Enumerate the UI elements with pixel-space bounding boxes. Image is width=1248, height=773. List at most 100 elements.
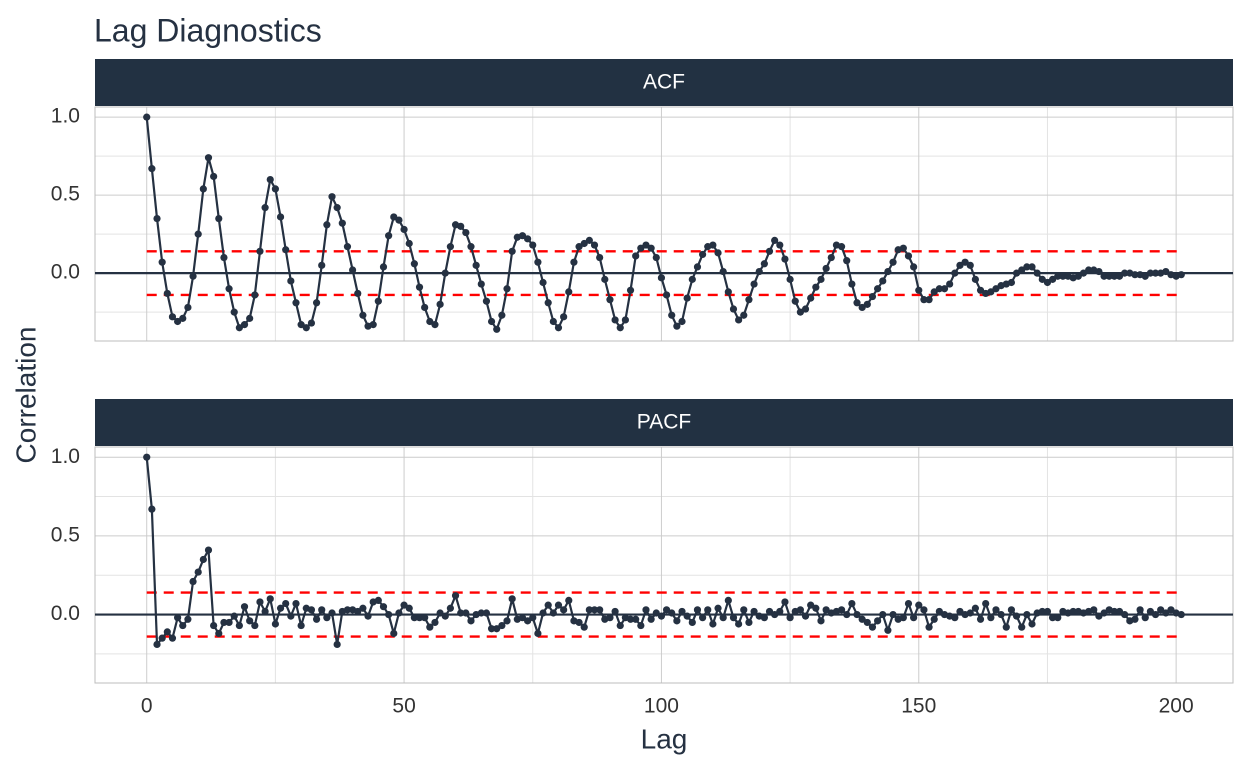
- data-point: [498, 311, 506, 319]
- data-point: [354, 607, 362, 616]
- data-point: [776, 241, 784, 249]
- data-point: [318, 606, 326, 614]
- chart-title: Lag Diagnostics: [94, 12, 322, 48]
- data-point: [210, 172, 218, 181]
- data-point: [817, 275, 825, 283]
- data-point: [1157, 606, 1165, 614]
- data-point: [292, 299, 300, 307]
- data-point: [858, 615, 866, 623]
- data-point: [837, 606, 846, 614]
- data-point: [1131, 271, 1139, 279]
- data-point: [328, 609, 336, 617]
- data-point: [457, 222, 465, 230]
- data-point: [405, 604, 413, 612]
- data-point: [508, 247, 516, 255]
- data-point: [657, 612, 666, 620]
- data-point: [951, 614, 959, 622]
- data-point: [796, 606, 804, 614]
- data-point: [400, 225, 408, 234]
- data-point: [390, 629, 398, 638]
- data-point: [657, 274, 666, 282]
- data-point: [168, 634, 177, 642]
- data-point: [163, 628, 171, 636]
- data-point: [431, 618, 439, 627]
- data-point: [246, 617, 254, 625]
- data-point: [590, 241, 599, 249]
- data-point: [292, 599, 300, 608]
- data-point: [951, 269, 959, 277]
- data-point: [415, 283, 424, 291]
- data-point: [524, 617, 532, 625]
- data-point: [529, 241, 537, 249]
- data-point: [261, 204, 269, 212]
- y-tick-label: 1.0: [51, 105, 80, 128]
- data-point: [647, 615, 655, 623]
- data-point: [477, 280, 485, 288]
- data-point: [246, 314, 254, 322]
- data-point: [343, 606, 352, 614]
- data-point: [879, 610, 887, 619]
- data-point: [184, 615, 192, 623]
- data-point: [750, 607, 758, 616]
- data-point: [179, 314, 187, 322]
- data-point: [565, 288, 573, 296]
- data-point: [771, 610, 779, 619]
- panel-border: [94, 446, 1234, 684]
- data-point: [642, 606, 650, 614]
- data-point: [385, 232, 393, 240]
- data-point: [616, 621, 624, 630]
- data-point: [379, 603, 388, 611]
- data-point: [282, 599, 290, 608]
- data-point: [765, 247, 774, 255]
- data-point: [153, 640, 161, 649]
- data-point: [421, 614, 429, 622]
- data-point: [930, 615, 938, 623]
- data-point: [431, 321, 439, 329]
- data-point: [379, 263, 388, 271]
- data-point: [668, 609, 676, 617]
- data-point: [863, 618, 871, 627]
- data-point: [554, 324, 563, 332]
- data-point: [853, 610, 861, 619]
- data-point: [271, 185, 280, 193]
- data-point: [997, 610, 1005, 619]
- data-point: [374, 297, 382, 305]
- data-point: [678, 607, 686, 616]
- data-point: [235, 621, 243, 630]
- data-point: [410, 614, 418, 622]
- data-point: [271, 620, 280, 628]
- data-point: [297, 621, 305, 630]
- x-axis-title: Lag: [641, 723, 688, 754]
- data-point: [755, 267, 763, 276]
- data-point: [1167, 606, 1175, 614]
- data-point: [1100, 272, 1108, 280]
- data-point: [210, 621, 218, 630]
- data-point: [477, 609, 485, 617]
- data-point: [518, 614, 527, 622]
- data-point: [343, 243, 352, 251]
- data-point: [590, 606, 599, 614]
- data-point: [369, 321, 377, 329]
- data-point: [282, 246, 290, 254]
- data-point: [1038, 607, 1046, 616]
- data-point: [801, 612, 810, 620]
- data-point: [158, 258, 166, 266]
- data-point: [585, 606, 593, 614]
- data-point: [966, 609, 974, 617]
- data-point: [256, 598, 264, 606]
- data-point: [143, 113, 151, 121]
- data-point: [714, 604, 722, 612]
- y-tick-label: 1.0: [51, 445, 80, 468]
- y-tick-label: 0.5: [51, 183, 80, 206]
- data-point: [446, 604, 454, 612]
- data-point: [801, 305, 810, 313]
- data-point: [616, 324, 624, 332]
- data-point: [549, 609, 557, 617]
- data-point: [302, 324, 310, 332]
- data-point: [436, 300, 444, 308]
- facet-strip: [95, 399, 1233, 446]
- data-point: [837, 243, 846, 251]
- data-point: [935, 285, 943, 293]
- data-point: [1007, 278, 1016, 287]
- data-point: [724, 596, 732, 605]
